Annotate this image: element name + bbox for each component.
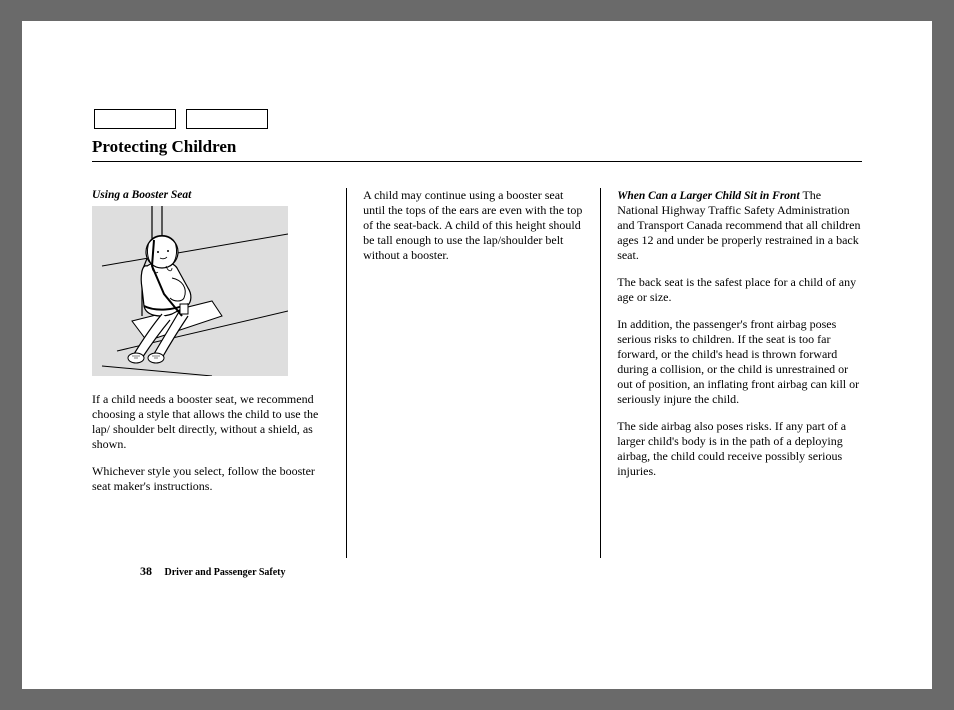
column-3: When Can a Larger Child Sit in Front The… — [600, 188, 862, 558]
col1-paragraph-2: Whichever style you select, follow the b… — [92, 464, 326, 494]
title-rule — [92, 161, 862, 162]
tab-button-2[interactable] — [186, 109, 268, 129]
col1-paragraph-1: If a child needs a booster seat, we reco… — [92, 392, 326, 452]
column-1: Using a Booster Seat — [92, 188, 346, 558]
page-number: 38 — [140, 564, 152, 578]
tab-button-1[interactable] — [94, 109, 176, 129]
footer-section-title: Driver and Passenger Safety — [165, 567, 286, 578]
manual-page: Protecting Children Using a Booster Seat — [22, 21, 932, 689]
page-footer: 38 Driver and Passenger Safety — [140, 564, 286, 579]
column-2: A child may continue using a booster sea… — [346, 188, 600, 558]
col3-block-1: When Can a Larger Child Sit in Front The… — [617, 188, 862, 263]
col3-paragraph-4: The side airbag also poses risks. If any… — [617, 419, 862, 479]
page-title: Protecting Children — [92, 137, 862, 161]
col2-paragraph-1: A child may continue using a booster sea… — [363, 188, 584, 263]
col3-paragraph-3: In addition, the passenger's front airba… — [617, 317, 862, 407]
tab-row — [94, 109, 862, 129]
col1-subheading: Using a Booster Seat — [92, 188, 326, 202]
booster-seat-illustration — [92, 206, 288, 376]
content-columns: Using a Booster Seat — [92, 188, 862, 558]
col3-subheading: When Can a Larger Child Sit in Front — [617, 190, 799, 202]
col3-paragraph-2: The back seat is the safest place for a … — [617, 275, 862, 305]
